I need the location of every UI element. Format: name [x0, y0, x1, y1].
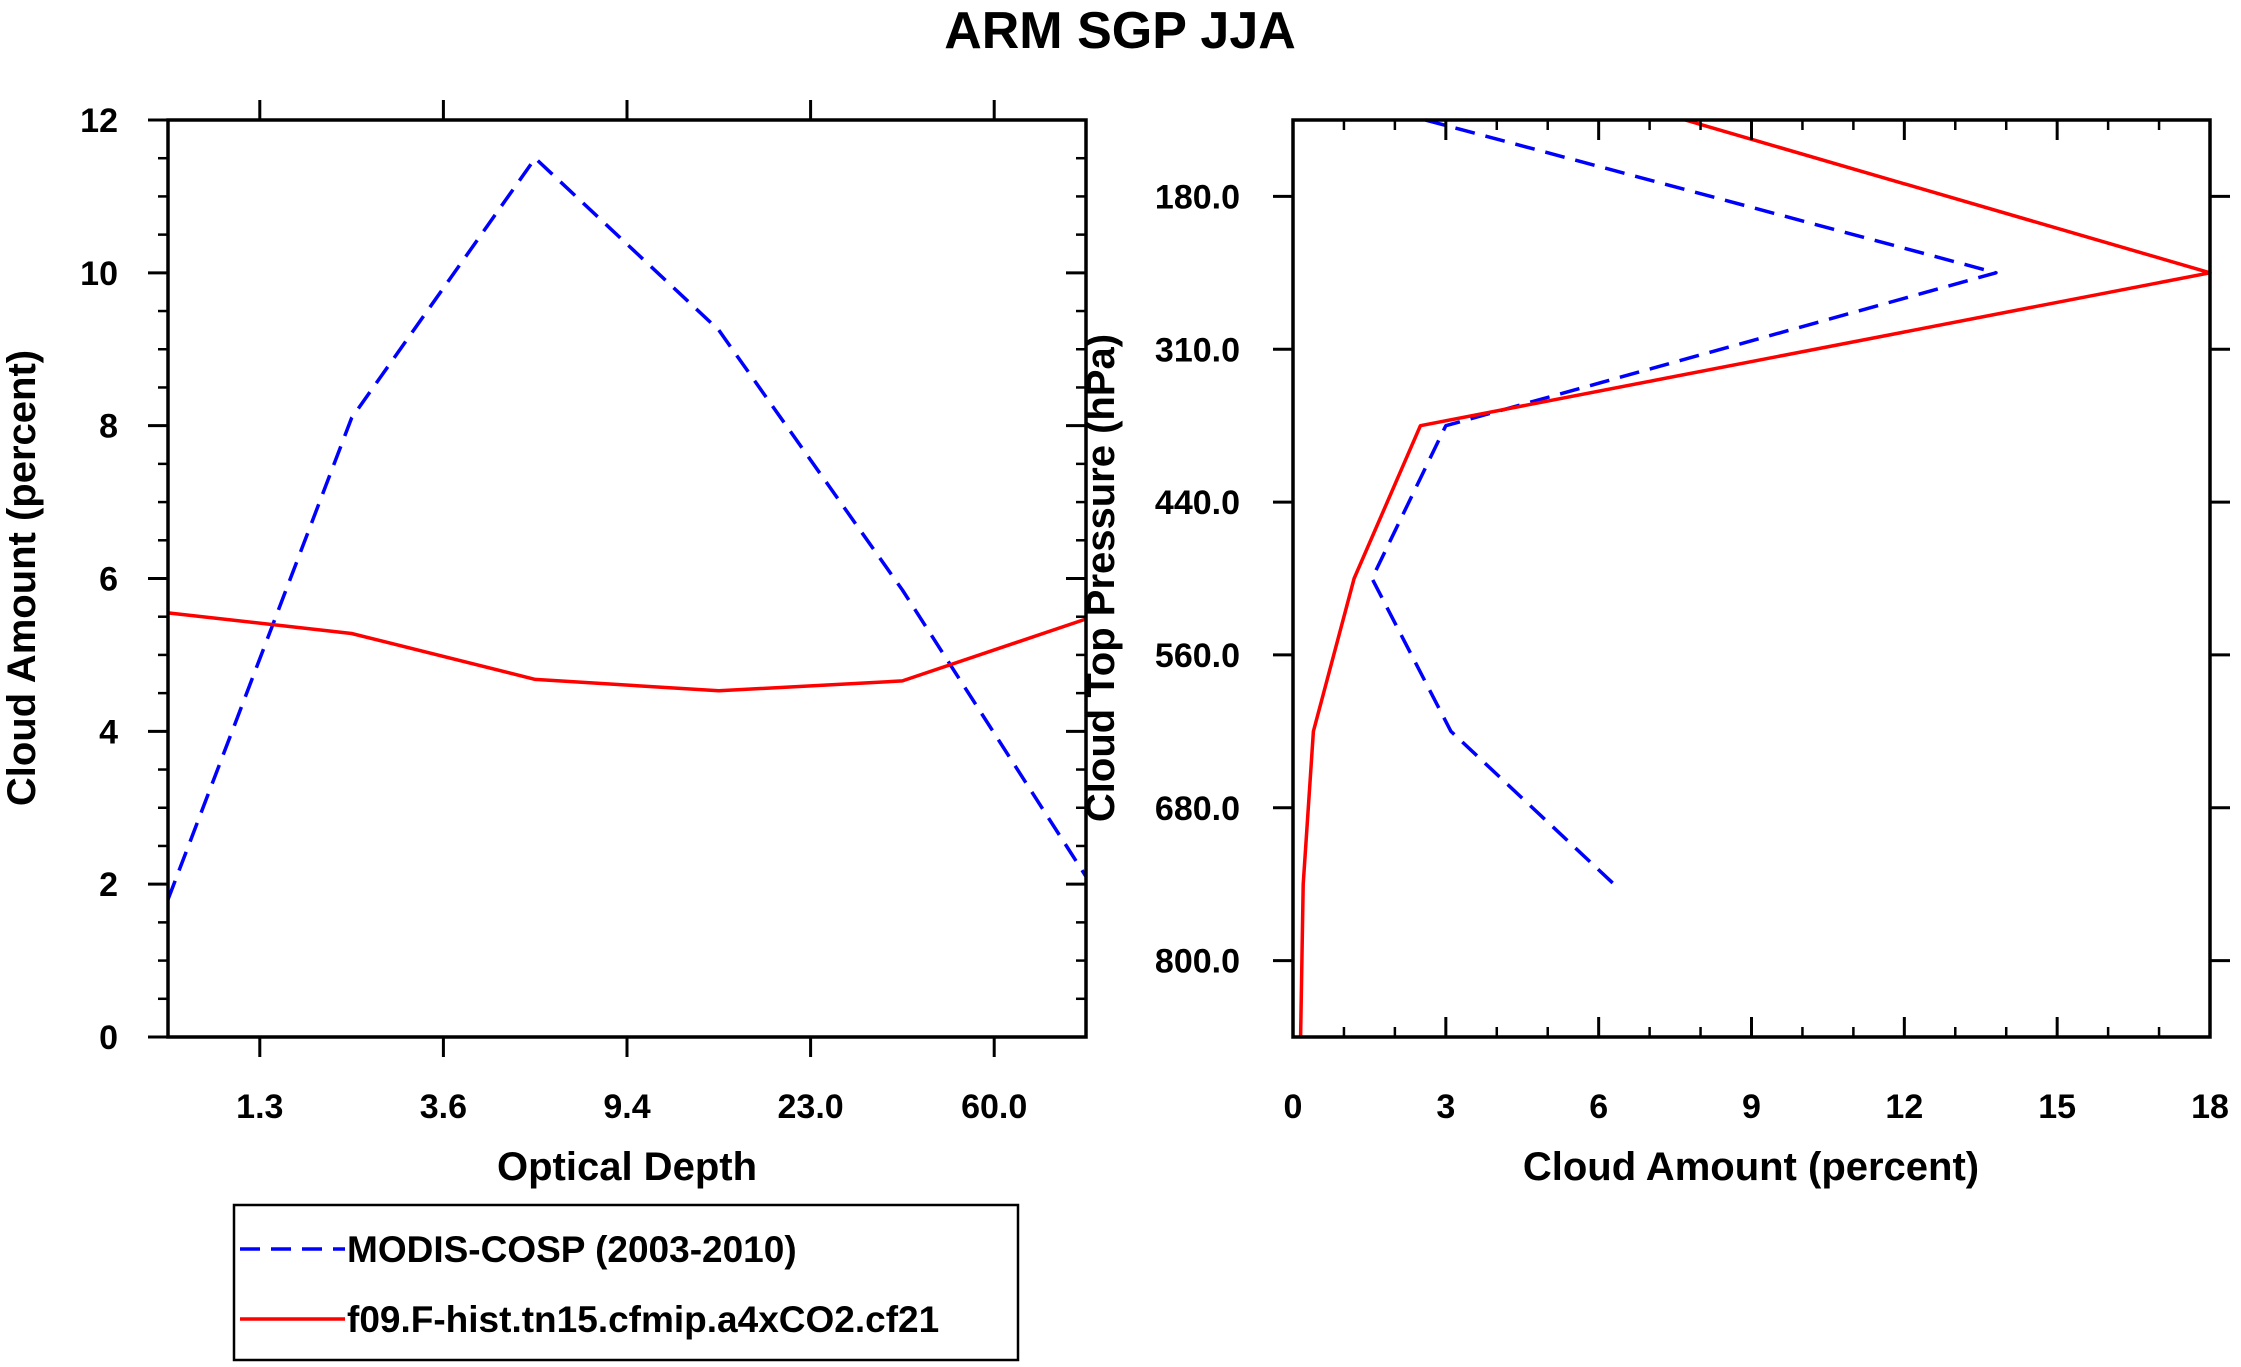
right-x-tick-labels: 0 3 6 9 12 15 18 — [1284, 1088, 2229, 1126]
right-y-tick-label: 680.0 — [1155, 790, 1240, 828]
right-y-tick-label: 440.0 — [1155, 484, 1240, 522]
right-plot-lines — [1298, 118, 2212, 1038]
left-series-line-modis — [166, 156, 1088, 901]
left-x-tick-label: 9.4 — [603, 1088, 650, 1126]
left-plot-frame — [166, 118, 1088, 1039]
right-y-tick-label: 310.0 — [1155, 331, 1240, 369]
right-y-tick-label: 180.0 — [1155, 178, 1240, 216]
left-tick-marks — [148, 100, 1086, 1057]
right-x-tick-label: 12 — [1885, 1088, 1923, 1126]
left-y-tick-label: 10 — [80, 255, 118, 293]
left-y-axis-label: Cloud Amount (percent) — [0, 350, 44, 806]
left-x-tick-label: 23.0 — [778, 1088, 844, 1126]
left-y-tick-label: 0 — [99, 1019, 118, 1057]
left-x-axis-label: Optical Depth — [497, 1145, 757, 1189]
right-x-tick-label: 0 — [1284, 1088, 1303, 1126]
left-panel-optical-depth: 0 2 4 6 8 10 12 1.3 3.6 9.4 23.0 60.0 Optical Dept… — [0, 100, 1088, 1189]
left-plot-lines — [166, 156, 1088, 901]
right-y-tick-label: 560.0 — [1155, 637, 1240, 675]
right-plot-frame — [1291, 118, 2212, 1039]
left-y-tick-label: 2 — [99, 866, 118, 904]
legend-label-modis: MODIS-COSP (2003-2010) — [347, 1229, 797, 1270]
right-y-axis-label: Cloud Top Pressure (hPa) — [1079, 334, 1123, 822]
right-series-line-modis — [1370, 118, 1998, 886]
legend: MODIS-COSP (2003-2010) f09.F-hist.tn15.c… — [232, 1203, 1020, 1362]
legend-box — [232, 1203, 1020, 1362]
left-y-tick-label: 12 — [80, 102, 118, 140]
right-x-tick-label: 18 — [2191, 1088, 2229, 1126]
left-series-line-model — [167, 611, 1087, 693]
right-x-tick-label: 9 — [1742, 1088, 1761, 1126]
right-y-tick-labels: 180.0 310.0 440.0 560.0 680.0 800.0 — [1155, 178, 1240, 980]
right-y-tick-label: 800.0 — [1155, 943, 1240, 981]
left-y-tick-labels: 0 2 4 6 8 10 12 — [80, 102, 118, 1057]
legend-label-model: f09.F-hist.tn15.cfmip.a4xCO2.cf21 — [347, 1299, 939, 1340]
left-y-tick-label: 6 — [99, 561, 118, 599]
left-x-tick-label: 60.0 — [961, 1088, 1027, 1126]
left-x-tick-labels: 1.3 3.6 9.4 23.0 60.0 — [236, 1088, 1027, 1126]
right-x-axis-label: Cloud Amount (percent) — [1523, 1145, 1979, 1189]
left-x-tick-label: 1.3 — [236, 1088, 283, 1126]
right-x-tick-label: 15 — [2038, 1088, 2076, 1126]
chart-title: ARM SGP JJA — [944, 2, 1296, 60]
right-tick-marks — [1273, 120, 2230, 1037]
right-panel-cloud-top-pressure: 180.0 310.0 440.0 560.0 680.0 800.0 0 3 6 9 12 15 1… — [1079, 118, 2230, 1189]
left-y-tick-label: 4 — [99, 713, 118, 751]
right-series-line-model — [1298, 118, 2212, 1038]
left-x-tick-label: 3.6 — [420, 1088, 467, 1126]
right-x-tick-label: 3 — [1436, 1088, 1455, 1126]
left-y-tick-label: 8 — [99, 408, 118, 446]
right-x-tick-label: 6 — [1589, 1088, 1608, 1126]
